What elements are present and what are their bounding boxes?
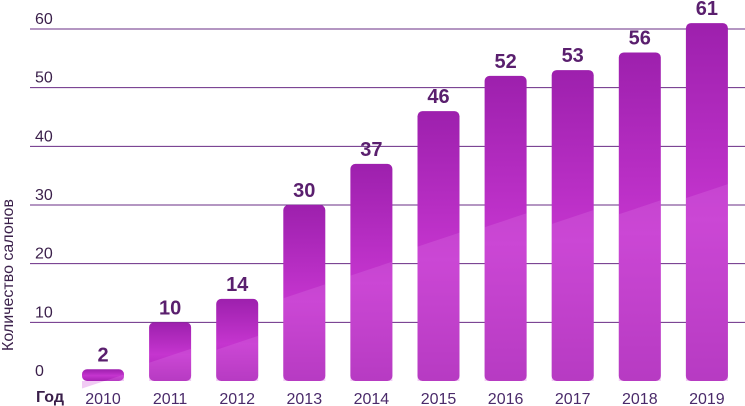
y-tick-label: 20 <box>35 246 53 263</box>
x-tick-label-2018: 2018 <box>622 391 658 406</box>
x-tick-label-2012: 2012 <box>219 391 255 406</box>
value-labels: 2 10 14 30 37 46 52 53 56 61 <box>97 0 718 366</box>
bar-2016 <box>484 75 527 381</box>
bar-highlight-2018 <box>618 200 661 381</box>
x-tick-label-2019: 2019 <box>689 391 725 406</box>
bar-highlight-2016 <box>484 213 527 381</box>
value-label-2013: 30 <box>293 180 315 202</box>
bar-2015 <box>417 111 460 381</box>
x-tick-label-2010: 2010 <box>85 391 121 406</box>
bar-2012 <box>216 298 259 381</box>
x-axis-ticks: 2010 2011 2012 2013 2014 2015 2016 2017 2018 2019 <box>85 391 725 406</box>
y-tick-label: 0 <box>35 363 44 380</box>
bar-highlight-2013 <box>283 284 326 381</box>
y-tick-label: 40 <box>35 128 53 145</box>
value-label-2017: 53 <box>562 45 584 67</box>
bar-2019 <box>685 23 728 382</box>
bars <box>82 23 728 389</box>
x-axis-label: Год <box>36 389 64 406</box>
bar-highlight-2012 <box>216 335 259 381</box>
y-tick-label: 30 <box>35 187 53 204</box>
y-tick-label: 10 <box>35 304 53 321</box>
y-axis-ticks: 0 10 20 30 40 50 60 <box>35 11 53 380</box>
bar-2017 <box>551 70 594 382</box>
bar-highlight-2017 <box>551 209 594 381</box>
value-label-2010: 2 <box>97 344 108 366</box>
y-tick-label: 60 <box>35 11 53 28</box>
value-label-2014: 37 <box>360 139 382 161</box>
bar-highlight-2019 <box>685 184 728 381</box>
bar-2010 <box>82 369 124 381</box>
bar-2018 <box>618 52 661 381</box>
x-tick-label-2016: 2016 <box>488 391 524 406</box>
value-label-2019: 61 <box>696 0 718 20</box>
value-label-2016: 52 <box>494 51 516 73</box>
bar-2011 <box>149 322 192 381</box>
x-tick-label-2014: 2014 <box>354 391 390 406</box>
x-tick-label-2015: 2015 <box>421 391 457 406</box>
bar-highlight-2015 <box>417 232 460 381</box>
bar-2014 <box>350 163 393 381</box>
bar-highlight-2014 <box>350 261 393 381</box>
bar-2013 <box>283 205 326 381</box>
value-label-2012: 14 <box>226 274 249 296</box>
x-tick-label-2013: 2013 <box>287 391 323 406</box>
y-axis-label: Количество салонов <box>0 199 17 351</box>
bar-highlight-2011 <box>149 348 192 381</box>
value-label-2015: 46 <box>427 86 449 108</box>
x-tick-label-2017: 2017 <box>555 391 591 406</box>
value-label-2018: 56 <box>629 27 651 49</box>
value-label-2011: 10 <box>159 297 181 319</box>
y-tick-label: 50 <box>35 70 53 87</box>
x-tick-label-2011: 2011 <box>153 391 188 406</box>
bar-highlight-2010 <box>82 374 124 389</box>
